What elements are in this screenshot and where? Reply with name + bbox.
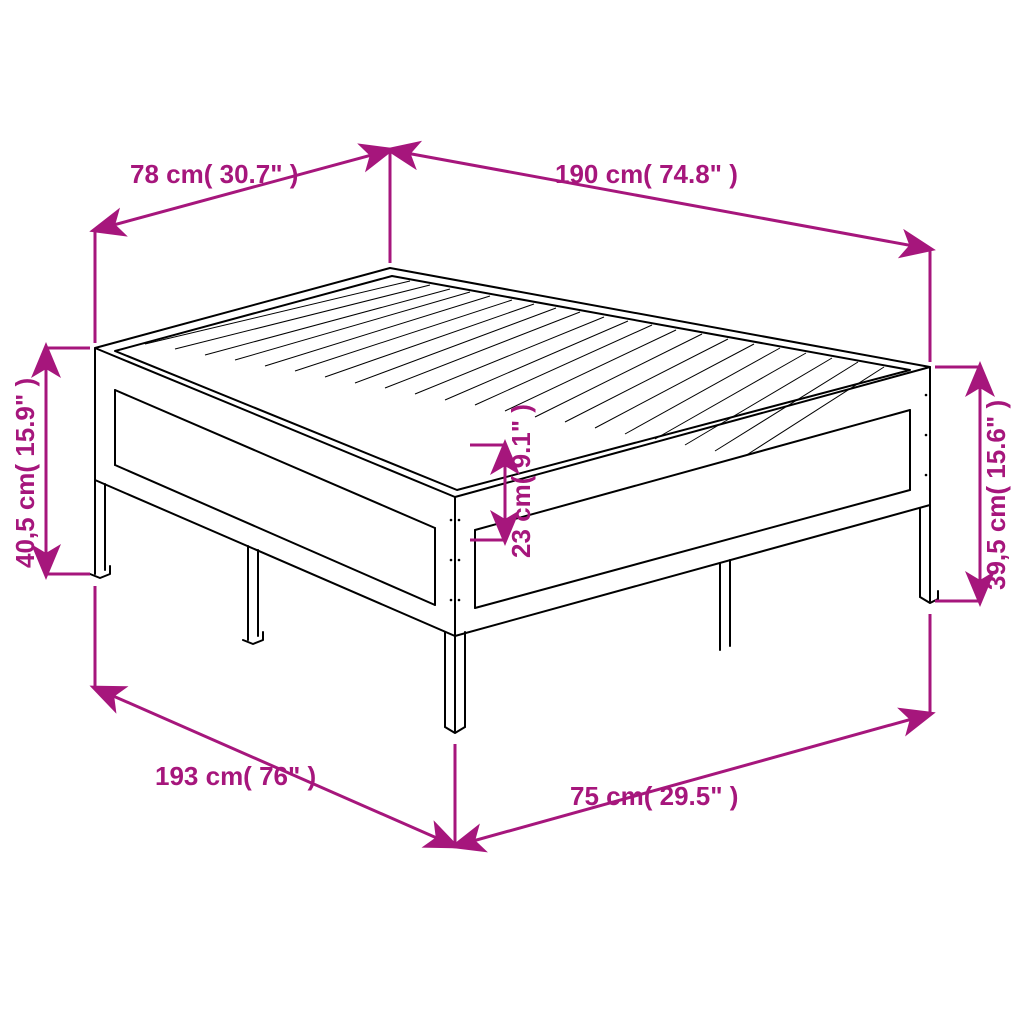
dim-height-right: 39,5 cm( 15.6" ) <box>981 400 1011 590</box>
dim-panel-h: 23 cm( 9.1" ) <box>506 404 536 558</box>
dim-length-bottom: 193 cm( 76" ) <box>155 761 316 791</box>
dimension-diagram: 78 cm( 30.7" ) 190 cm( 74.8" ) 40,5 cm( … <box>0 0 1024 1024</box>
dim-length-top: 190 cm( 74.8" ) <box>555 159 738 189</box>
dim-height-left: 40,5 cm( 15.9" ) <box>10 378 40 568</box>
dim-depth-top: 78 cm( 30.7" ) <box>130 159 298 189</box>
dim-width-front: 75 cm( 29.5" ) <box>570 781 738 811</box>
dimensions: 78 cm( 30.7" ) 190 cm( 74.8" ) 40,5 cm( … <box>10 150 1011 846</box>
